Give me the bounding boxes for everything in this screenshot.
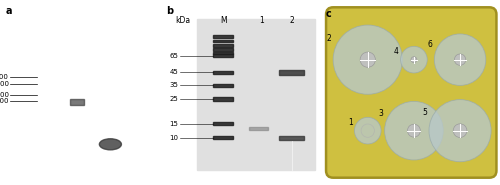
Bar bbox=[132, 82, 152, 86]
Bar bbox=[70, 99, 84, 105]
Text: 1: 1 bbox=[260, 16, 264, 25]
Bar bbox=[37, 100, 53, 103]
Bar bbox=[37, 60, 53, 63]
Text: 1: 1 bbox=[76, 16, 82, 25]
Bar bbox=[213, 71, 234, 74]
Circle shape bbox=[434, 34, 486, 85]
Bar bbox=[249, 127, 268, 130]
Text: 10: 10 bbox=[169, 135, 178, 141]
Bar bbox=[213, 48, 234, 51]
Bar bbox=[37, 94, 53, 97]
Text: 4: 4 bbox=[394, 47, 399, 56]
Circle shape bbox=[411, 57, 417, 63]
Circle shape bbox=[408, 124, 420, 137]
Bar bbox=[213, 97, 234, 101]
Bar bbox=[213, 44, 234, 47]
Bar bbox=[213, 52, 234, 54]
Circle shape bbox=[333, 25, 402, 94]
Text: c: c bbox=[326, 9, 332, 19]
Bar bbox=[213, 40, 234, 42]
Bar bbox=[37, 51, 53, 54]
Text: 65: 65 bbox=[170, 53, 178, 58]
Bar bbox=[100, 93, 120, 97]
Bar bbox=[213, 136, 234, 139]
Text: 3: 3 bbox=[140, 16, 144, 25]
Text: 35: 35 bbox=[170, 82, 178, 88]
Circle shape bbox=[453, 124, 467, 137]
Text: M: M bbox=[220, 16, 226, 25]
Text: 6: 6 bbox=[428, 40, 432, 49]
Bar bbox=[213, 84, 234, 87]
Bar bbox=[37, 83, 53, 86]
Bar bbox=[37, 90, 53, 92]
Bar bbox=[197, 18, 316, 170]
Text: 5: 5 bbox=[422, 107, 427, 117]
Text: 15: 15 bbox=[170, 121, 178, 127]
Ellipse shape bbox=[100, 139, 122, 150]
Bar bbox=[37, 113, 53, 116]
Circle shape bbox=[400, 46, 427, 73]
Text: 45: 45 bbox=[170, 69, 178, 75]
Bar bbox=[279, 70, 304, 75]
Bar bbox=[37, 138, 53, 141]
Text: 2: 2 bbox=[326, 34, 332, 43]
Bar bbox=[213, 35, 234, 38]
Text: a: a bbox=[6, 6, 12, 16]
Text: M: M bbox=[40, 16, 47, 25]
FancyBboxPatch shape bbox=[326, 7, 496, 178]
Bar bbox=[37, 106, 53, 109]
Text: 1000: 1000 bbox=[0, 92, 9, 98]
Bar bbox=[37, 69, 53, 72]
Text: 25: 25 bbox=[170, 96, 178, 102]
Bar bbox=[213, 122, 234, 125]
Text: 700: 700 bbox=[0, 98, 9, 104]
Text: 2: 2 bbox=[108, 16, 113, 25]
Circle shape bbox=[360, 52, 376, 67]
Text: bp: bp bbox=[10, 16, 20, 25]
Circle shape bbox=[454, 54, 466, 65]
Text: kDa: kDa bbox=[176, 16, 190, 25]
Text: 1600: 1600 bbox=[0, 81, 9, 87]
Text: 2: 2 bbox=[290, 16, 294, 25]
Bar bbox=[279, 136, 304, 140]
Bar bbox=[37, 76, 53, 79]
Bar bbox=[213, 54, 234, 57]
Circle shape bbox=[384, 101, 443, 160]
Text: 2000: 2000 bbox=[0, 74, 9, 80]
Circle shape bbox=[429, 100, 491, 162]
Text: b: b bbox=[166, 6, 173, 16]
Circle shape bbox=[354, 117, 381, 144]
Text: 1: 1 bbox=[348, 118, 352, 127]
Text: 3: 3 bbox=[378, 109, 383, 118]
